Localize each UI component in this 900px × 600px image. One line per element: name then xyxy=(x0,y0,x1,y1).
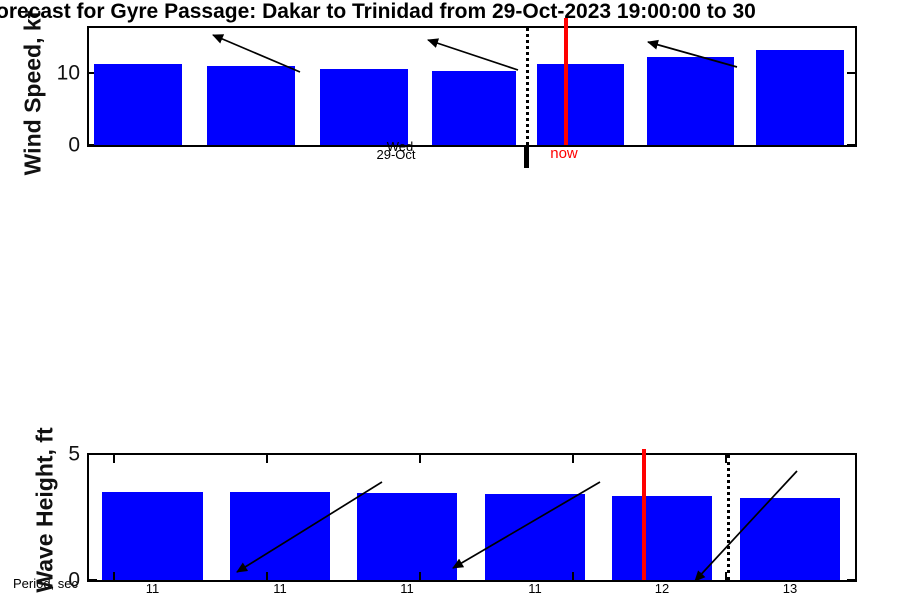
wave-xtick xyxy=(572,572,574,580)
wind-axis-label: Wind Speed, kt xyxy=(19,10,46,176)
period-value-label: 12 xyxy=(654,581,670,596)
wave-ytick xyxy=(89,453,97,455)
wind-bar xyxy=(537,64,624,145)
wave-bar xyxy=(102,492,203,580)
wind-ytick xyxy=(89,144,97,146)
wave-xtick xyxy=(266,572,268,580)
wind-axis-marker xyxy=(524,146,529,168)
wind-ytick xyxy=(847,144,855,146)
wave-bar xyxy=(740,498,840,580)
wave-ytick-label: 5 xyxy=(68,442,80,466)
period-caption: Period, sec xyxy=(13,576,79,591)
wind-ytick xyxy=(89,72,97,74)
wave-axis-label: Wave Height, ft xyxy=(31,427,58,593)
wave-bar xyxy=(357,493,457,580)
wave-now-line xyxy=(642,449,646,580)
xtick-label-date: 29-Oct xyxy=(376,147,416,162)
wave-bar xyxy=(230,492,330,580)
figure-title: orecast for Gyre Passage: Dakar to Trini… xyxy=(0,0,756,23)
wave-bar xyxy=(485,494,585,580)
wave-xtick xyxy=(113,455,115,463)
wave-ytick xyxy=(847,579,855,581)
xtick-label-weekday: Wed xyxy=(386,139,414,154)
wave-xtick xyxy=(725,455,727,463)
wind-bar xyxy=(432,71,516,145)
period-value-label: 13 xyxy=(782,581,798,596)
wind-axes-box xyxy=(87,26,857,147)
wind-bar xyxy=(647,57,734,145)
period-value-label: 11 xyxy=(400,581,414,596)
wind-ytick xyxy=(847,72,855,74)
now-label: now xyxy=(550,145,578,162)
wind-bar xyxy=(756,50,844,145)
wave-xtick xyxy=(419,572,421,580)
wave-ytick xyxy=(89,579,97,581)
wave-ytick-label: 0 xyxy=(68,568,80,592)
wave-xtick xyxy=(113,572,115,580)
wind-bar xyxy=(207,66,295,145)
wave-xtick xyxy=(419,455,421,463)
wave-bar xyxy=(612,496,712,580)
period-value-label: 11 xyxy=(273,581,287,596)
wave-dotted-line xyxy=(727,455,730,580)
period-value-label: 11 xyxy=(528,581,542,596)
wave-axes-box xyxy=(87,453,857,582)
wave-xtick xyxy=(572,455,574,463)
wind-now-line xyxy=(564,18,568,145)
wind-ytick-label: 10 xyxy=(56,61,80,85)
wind-bar xyxy=(320,69,408,145)
wind-bar xyxy=(94,64,182,145)
wave-ytick xyxy=(847,453,855,455)
wind-dotted-line xyxy=(526,28,529,145)
period-value-label: 11 xyxy=(145,581,160,596)
wave-xtick xyxy=(266,455,268,463)
wind-ytick-label: 0 xyxy=(68,133,80,157)
